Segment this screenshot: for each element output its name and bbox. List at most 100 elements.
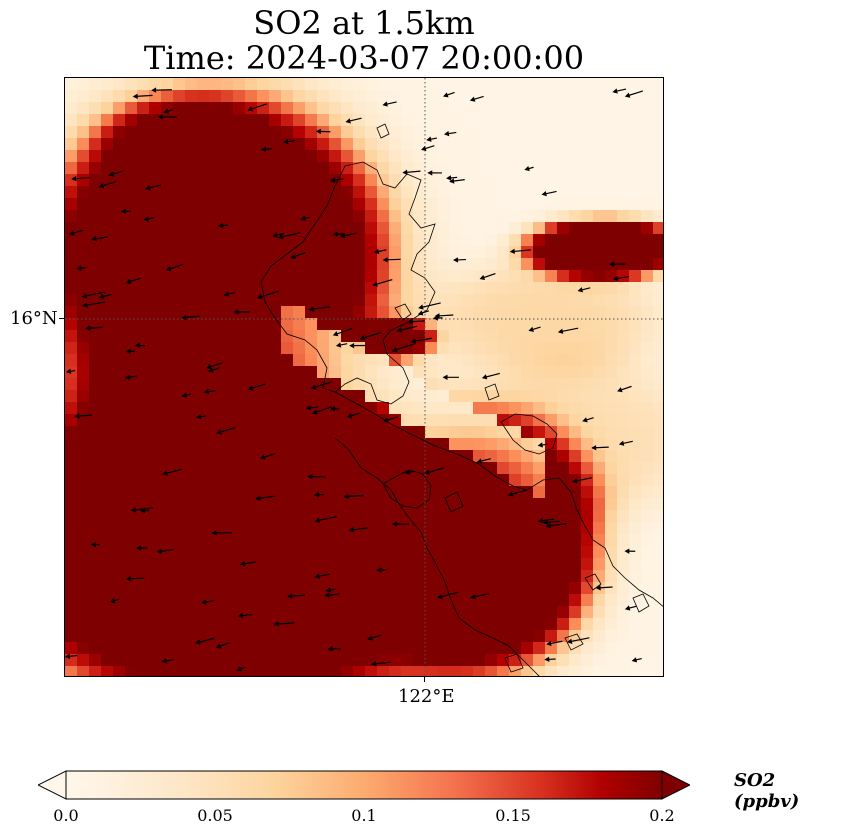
so2-cell — [509, 366, 522, 379]
so2-cell — [77, 486, 90, 499]
so2-cell — [221, 306, 234, 319]
so2-cell — [341, 306, 354, 319]
so2-cell — [353, 186, 366, 199]
so2-cell — [305, 450, 318, 463]
so2-cell — [329, 654, 342, 667]
wind-vector-head — [239, 561, 246, 567]
so2-cell — [353, 426, 366, 439]
so2-cell — [89, 546, 102, 559]
so2-cell — [101, 258, 114, 271]
so2-cell — [581, 234, 594, 247]
so2-cell — [461, 462, 474, 475]
so2-cell — [173, 474, 186, 487]
so2-cell — [149, 522, 162, 535]
so2-cell — [257, 390, 270, 403]
so2-cell — [305, 282, 318, 295]
so2-cell — [125, 378, 138, 391]
so2-cell — [413, 234, 426, 247]
so2-cell — [413, 210, 426, 223]
so2-cell — [461, 426, 474, 439]
so2-cell — [449, 162, 462, 175]
so2-cell — [65, 222, 78, 235]
so2-cell — [149, 534, 162, 547]
so2-cell — [401, 630, 414, 643]
so2-cell — [449, 90, 462, 103]
so2-cell — [269, 606, 282, 619]
so2-cell — [569, 402, 582, 415]
so2-cell — [425, 570, 438, 583]
so2-cell — [653, 198, 663, 211]
so2-cell — [341, 342, 354, 355]
so2-cell — [173, 522, 186, 535]
so2-cell — [629, 522, 642, 535]
so2-cell — [509, 642, 522, 655]
so2-cell — [653, 114, 663, 127]
so2-cell — [461, 78, 474, 91]
so2-cell — [629, 150, 642, 163]
so2-cell — [377, 546, 390, 559]
so2-cell — [569, 582, 582, 595]
so2-cell — [545, 462, 558, 475]
so2-cell — [533, 534, 546, 547]
so2-cell — [173, 174, 186, 187]
wind-vector-head — [82, 302, 88, 308]
so2-cell — [461, 570, 474, 583]
so2-cell — [65, 102, 78, 115]
so2-cell — [257, 162, 270, 175]
so2-cell — [437, 114, 450, 127]
so2-cell — [461, 162, 474, 175]
so2-cell — [341, 402, 354, 415]
so2-cell — [545, 126, 558, 139]
so2-cell — [413, 582, 426, 595]
so2-cell — [653, 318, 663, 331]
so2-cell — [533, 162, 546, 175]
so2-cell — [425, 474, 438, 487]
so2-cell — [461, 330, 474, 343]
so2-cell — [125, 618, 138, 631]
so2-cell — [173, 546, 186, 559]
so2-cell — [473, 522, 486, 535]
so2-cell — [641, 270, 654, 283]
so2-cell — [605, 594, 618, 607]
wind-vector-head — [567, 638, 573, 644]
so2-cell — [449, 402, 462, 415]
so2-cell — [449, 546, 462, 559]
so2-cell — [329, 90, 342, 103]
so2-cell — [137, 642, 150, 655]
so2-cell — [353, 474, 366, 487]
so2-cell — [89, 534, 102, 547]
so2-cell — [461, 414, 474, 427]
so2-cell — [533, 366, 546, 379]
so2-cell — [209, 390, 222, 403]
so2-cell — [413, 186, 426, 199]
so2-cell — [137, 102, 150, 115]
so2-cell — [557, 306, 570, 319]
so2-cell — [161, 78, 174, 91]
so2-cell — [149, 342, 162, 355]
so2-cell — [557, 210, 570, 223]
so2-cell — [653, 222, 663, 235]
so2-cell — [617, 102, 630, 115]
so2-cell — [77, 102, 90, 115]
so2-cell — [305, 234, 318, 247]
so2-cell — [533, 378, 546, 391]
so2-cell — [233, 510, 246, 523]
so2-cell — [569, 354, 582, 367]
so2-cell — [617, 174, 630, 187]
so2-cell — [533, 546, 546, 559]
so2-cell — [581, 246, 594, 259]
so2-cell — [221, 294, 234, 307]
wind-vector-head — [609, 261, 615, 267]
so2-cell — [149, 654, 162, 667]
so2-cell — [425, 450, 438, 463]
so2-cell — [293, 522, 306, 535]
so2-cell — [113, 534, 126, 547]
so2-cell — [377, 582, 390, 595]
so2-cell — [605, 378, 618, 391]
so2-cell — [449, 78, 462, 91]
so2-cell — [413, 426, 426, 439]
so2-cell — [257, 246, 270, 259]
so2-cell — [617, 546, 630, 559]
colorbar-extend-max — [661, 770, 690, 800]
so2-cell — [257, 666, 270, 676]
